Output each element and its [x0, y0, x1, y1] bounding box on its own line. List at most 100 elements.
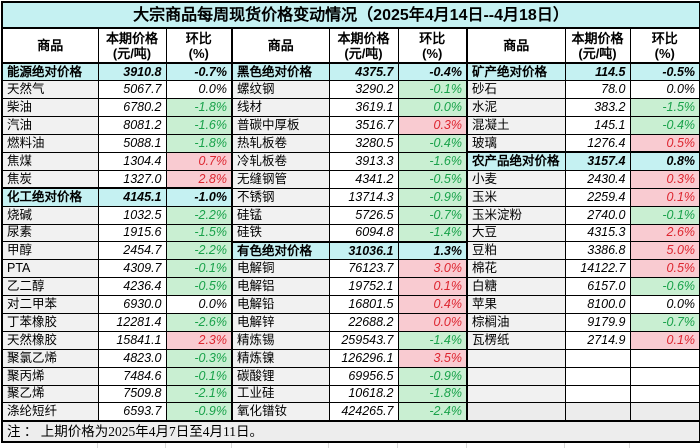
wow-change-cell: -0.4%	[629, 116, 700, 136]
commodity-name-cell: 天然气	[1, 80, 99, 100]
commodity-name-cell: 烧碱	[1, 205, 99, 225]
wow-change-cell: -1.5%	[165, 223, 233, 243]
wow-change-cell: 0.0%	[397, 98, 468, 118]
header-pct-line2: (%)	[422, 45, 443, 61]
wow-change-cell: 2.6%	[629, 223, 700, 243]
wow-change-cell: -2.1%	[165, 384, 233, 404]
wow-change-cell: -1.8%	[165, 134, 233, 153]
commodity-name-cell: 砂石	[466, 80, 566, 100]
commodity-name-cell: 天然橡胶	[1, 330, 99, 350]
wow-change-cell: 3.0%	[397, 259, 468, 279]
commodity-name-cell	[466, 348, 566, 368]
current-price-cell: 1327.0	[97, 169, 167, 189]
table-row: 能源绝对价格 3910.8 -0.7% 黑色绝对价格 4375.7 -0.4% 矿产绝对价格…	[1, 62, 700, 82]
wow-change-cell: -0.4%	[397, 134, 468, 153]
commodity-name-cell: 氧化镨钕	[231, 402, 330, 422]
current-price-cell: 5088.1	[97, 134, 167, 153]
commodity-name-cell	[466, 384, 566, 404]
current-price-cell: 78.0	[564, 80, 631, 100]
current-price-cell: 10618.2	[328, 384, 399, 404]
current-price-cell: 7509.8	[97, 384, 167, 404]
current-price-cell: 76123.7	[328, 259, 399, 279]
commodity-name-cell	[466, 402, 566, 422]
commodity-name-cell: 不锈钢	[231, 187, 330, 207]
wow-change-cell: 0.1%	[397, 277, 468, 297]
wow-change-cell: -2.6%	[165, 312, 233, 332]
wow-change-cell: -0.7%	[629, 312, 700, 332]
current-price-cell: 4145.1	[97, 187, 167, 207]
current-price-cell: 3516.7	[328, 116, 399, 136]
table-row: 烧碱 1032.5 -2.2% 硅锰 5726.5 -0.7% 玉米淀粉 2740.0 -0.1…	[1, 205, 700, 225]
current-price-cell: 2740.0	[564, 205, 631, 225]
commodity-name-cell: 化工绝对价格	[1, 187, 99, 207]
spreadsheet-gridline-strip	[1, 442, 699, 448]
commodity-name-cell: 能源绝对价格	[1, 62, 99, 82]
current-price-cell: 7484.6	[97, 366, 167, 386]
current-price-cell: 6930.0	[97, 295, 167, 314]
wow-change-cell: 0.3%	[397, 116, 468, 136]
current-price-cell: 6157.0	[564, 277, 631, 297]
commodity-name-cell	[466, 366, 566, 386]
table-row: 聚丙烯 7484.6 -0.1% 碳酸锂 69956.5 -0.9%	[1, 366, 700, 386]
commodity-name-cell: 棕榈油	[466, 312, 566, 332]
current-price-cell: 383.2	[564, 98, 631, 118]
commodity-name-cell: 硅锰	[231, 205, 330, 225]
footnote: 注 ： 上期价格为2025年4月7日至4月11日。	[1, 419, 700, 443]
wow-change-cell: 0.0%	[629, 80, 700, 100]
wow-change-cell: 0.0%	[165, 80, 233, 100]
current-price-cell: 4315.3	[564, 223, 631, 243]
commodity-name-cell: 热轧板卷	[231, 134, 330, 153]
wow-change-cell: 0.0%	[397, 312, 468, 332]
current-price-cell: 1276.4	[564, 134, 631, 153]
current-price-cell	[564, 402, 631, 422]
commodity-name-cell: 瓦楞纸	[466, 330, 566, 350]
wow-change-cell: 0.1%	[629, 187, 700, 207]
header-pct-line1: 环比	[419, 30, 446, 46]
commodity-name-cell: 小麦	[466, 169, 566, 189]
commodity-name-cell: 精炼镍	[231, 348, 330, 368]
table-row: 涤纶短纤 6593.7 -0.9% 氧化镨钕 424265.7 -2.4%	[1, 402, 700, 422]
wow-change-cell: -0.7%	[165, 62, 233, 82]
current-price-cell: 6094.8	[328, 223, 399, 243]
header-price-1: 本期价格 (元/吨)	[97, 27, 167, 64]
table-row: 天然气 5067.7 0.0% 螺纹钢 3290.2 -0.1% 砂石 78.0 0.0%	[1, 80, 700, 100]
header-commodity-1: 商品	[1, 27, 99, 64]
commodity-name-cell: PTA	[1, 259, 99, 279]
header-commodity-3: 商品	[466, 27, 566, 64]
current-price-cell: 3290.2	[328, 80, 399, 100]
wow-change-cell: 5.0%	[629, 241, 700, 261]
table-row: 聚氯乙烯 4823.0 -0.3% 精炼镍 126296.1 3.5%	[1, 348, 700, 368]
wow-change-cell: 0.7%	[165, 151, 233, 171]
commodity-name-cell: 聚乙烯	[1, 384, 99, 404]
column-header-row: 商品 本期价格 (元/吨) 环比 (%) 商品 本期价格 (元/吨) 环比 (%) 商品…	[1, 27, 700, 64]
header-commodity-2: 商品	[231, 27, 330, 64]
table-row: 燃料油 5088.1 -1.8% 热轧板卷 3280.5 -0.4% 玻璃 1276.4 0.5…	[1, 134, 700, 153]
commodity-name-cell: 电解铜	[231, 259, 330, 279]
commodity-name-cell: 乙二醇	[1, 277, 99, 297]
wow-change-cell: -0.5%	[165, 277, 233, 297]
commodity-name-cell: 水泥	[466, 98, 566, 118]
wow-change-cell: -0.6%	[629, 277, 700, 297]
commodity-name-cell: 甲醇	[1, 241, 99, 261]
commodity-name-cell: 硅铁	[231, 223, 330, 243]
table-row: 焦煤 1304.4 0.7% 冷轧板卷 3913.3 -1.6% 农产品绝对价格 3157.4…	[1, 151, 700, 171]
wow-change-cell: 0.5%	[629, 134, 700, 153]
commodity-name-cell: 棉花	[466, 259, 566, 279]
current-price-cell: 259543.7	[328, 330, 399, 350]
current-price-cell: 31036.1	[328, 240, 399, 261]
wow-change-cell: -0.4%	[397, 62, 468, 82]
wow-change-cell: 0.0%	[629, 295, 700, 314]
wow-change-cell: -0.1%	[165, 366, 233, 386]
table-row: 丁苯橡胶 12281.4 -2.6% 电解锌 22688.2 0.0% 棕榈油 9179.9-…	[1, 312, 700, 332]
wow-change-cell: -2.2%	[165, 205, 233, 225]
wow-change-cell: 0.5%	[629, 259, 700, 279]
commodity-name-cell: 焦炭	[1, 169, 99, 189]
commodity-name-cell: 玉米淀粉	[466, 205, 566, 225]
wow-change-cell: -2.2%	[165, 241, 233, 261]
current-price-cell: 4823.0	[97, 348, 167, 368]
commodity-name-cell: 混凝土	[466, 116, 566, 136]
current-price-cell: 14122.7	[564, 259, 631, 279]
current-price-cell: 16801.5	[328, 295, 399, 314]
wow-change-cell: -0.3%	[165, 348, 233, 368]
